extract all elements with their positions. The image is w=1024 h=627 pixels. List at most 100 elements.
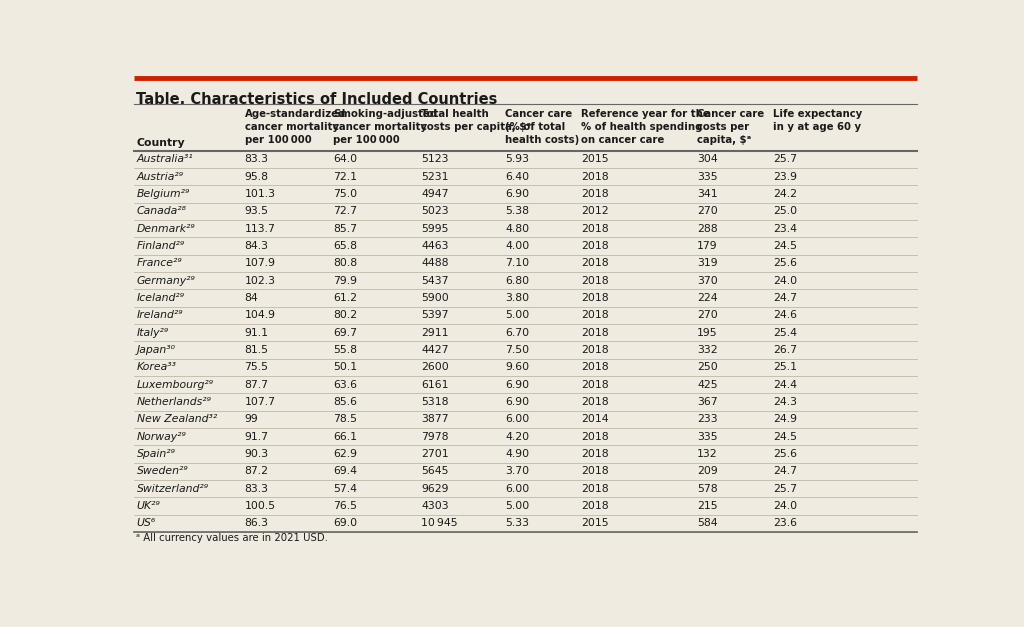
Text: Smoking-adjusted
cancer mortality
per 100 000: Smoking-adjusted cancer mortality per 10… [333,109,437,145]
Bar [134,411,916,428]
Text: 69.0: 69.0 [333,518,357,528]
Text: 2015: 2015 [582,154,608,164]
Bar [134,255,916,272]
Text: Age-standardized
cancer mortality
per 100 000: Age-standardized cancer mortality per 10… [245,109,346,145]
Text: 107.9: 107.9 [245,258,275,268]
Bar [134,515,916,532]
Text: 6.00: 6.00 [505,414,529,424]
Text: Germany²⁹: Germany²⁹ [136,276,196,286]
Text: Spain²⁹: Spain²⁹ [136,449,175,459]
Text: 5995: 5995 [422,224,449,234]
Text: 93.5: 93.5 [245,206,268,216]
Bar [134,289,916,307]
Text: 2018: 2018 [582,189,608,199]
Text: 4427: 4427 [422,345,449,355]
Text: 2018: 2018 [582,483,608,493]
Text: Cancer care
(% of total
health costs): Cancer care (% of total health costs) [505,109,580,145]
Text: 2018: 2018 [582,258,608,268]
Text: Japan³⁰: Japan³⁰ [136,345,175,355]
Text: 55.8: 55.8 [333,345,357,355]
Text: 5645: 5645 [422,466,449,477]
Text: 57.4: 57.4 [333,483,357,493]
Text: 7978: 7978 [422,431,449,441]
Text: 6.70: 6.70 [505,328,529,337]
Text: 195: 195 [697,328,718,337]
Text: 9.60: 9.60 [505,362,529,372]
Text: Cancer care
costs per
capita, $ᵃ: Cancer care costs per capita, $ᵃ [697,109,764,145]
Text: 2018: 2018 [582,293,608,303]
Bar [134,428,916,445]
Text: 101.3: 101.3 [245,189,275,199]
Text: 23.9: 23.9 [773,172,797,182]
Text: 6161: 6161 [422,379,449,389]
Text: 25.1: 25.1 [773,362,797,372]
Text: 90.3: 90.3 [245,449,268,459]
Text: 341: 341 [697,189,718,199]
Text: 24.4: 24.4 [773,379,797,389]
Text: Norway²⁹: Norway²⁹ [136,431,186,441]
Text: 69.7: 69.7 [333,328,357,337]
Text: 64.0: 64.0 [333,154,357,164]
Text: 2018: 2018 [582,241,608,251]
Text: 5.00: 5.00 [505,501,529,511]
Text: 2018: 2018 [582,501,608,511]
Text: 5318: 5318 [422,397,449,407]
Text: 332: 332 [697,345,718,355]
Text: 2018: 2018 [582,345,608,355]
Text: 24.2: 24.2 [773,189,797,199]
Bar [134,359,916,376]
Text: 5.93: 5.93 [505,154,529,164]
Text: 4488: 4488 [422,258,449,268]
Text: 26.7: 26.7 [773,345,797,355]
Text: 270: 270 [697,310,718,320]
Text: 24.3: 24.3 [773,397,797,407]
Text: Ireland²⁹: Ireland²⁹ [136,310,183,320]
Text: 104.9: 104.9 [245,310,275,320]
Text: 81.5: 81.5 [245,345,268,355]
Text: 6.00: 6.00 [505,483,529,493]
Text: 4.20: 4.20 [505,431,529,441]
Text: 179: 179 [697,241,718,251]
Text: 65.8: 65.8 [333,241,357,251]
Text: 62.9: 62.9 [333,449,357,459]
Text: 209: 209 [697,466,718,477]
Text: 61.2: 61.2 [333,293,357,303]
Text: 7.50: 7.50 [505,345,529,355]
Text: Denmark²⁹: Denmark²⁹ [136,224,196,234]
Text: 24.7: 24.7 [773,466,797,477]
Text: 80.8: 80.8 [333,258,357,268]
Text: 578: 578 [697,483,718,493]
Text: 584: 584 [697,518,718,528]
Text: 2018: 2018 [582,449,608,459]
Text: 2701: 2701 [422,449,450,459]
Text: 80.2: 80.2 [333,310,357,320]
Text: 5231: 5231 [422,172,449,182]
Text: 85.7: 85.7 [333,224,357,234]
Text: 5123: 5123 [422,154,449,164]
Text: 4.00: 4.00 [505,241,529,251]
Text: 23.6: 23.6 [773,518,797,528]
Bar [134,203,916,220]
Bar [134,497,916,515]
Text: 335: 335 [697,172,718,182]
Text: 367: 367 [697,397,718,407]
Text: 24.9: 24.9 [773,414,797,424]
Text: 75.0: 75.0 [333,189,357,199]
Text: 4.90: 4.90 [505,449,529,459]
Text: New Zealand³²: New Zealand³² [136,414,217,424]
Bar [134,324,916,341]
Text: 24.6: 24.6 [773,310,797,320]
Bar [134,463,916,480]
Text: Canada²⁸: Canada²⁸ [136,206,186,216]
Bar [134,272,916,289]
Text: 85.6: 85.6 [333,397,357,407]
Text: 304: 304 [697,154,718,164]
Text: 6.80: 6.80 [505,276,529,286]
Text: Total health
costs per capita, $ᵃ: Total health costs per capita, $ᵃ [422,109,531,132]
Text: 87.2: 87.2 [245,466,268,477]
Text: 91.1: 91.1 [245,328,268,337]
Text: 79.9: 79.9 [333,276,357,286]
Text: 83.3: 83.3 [245,154,268,164]
Text: 72.1: 72.1 [333,172,357,182]
Text: 3.80: 3.80 [505,293,529,303]
